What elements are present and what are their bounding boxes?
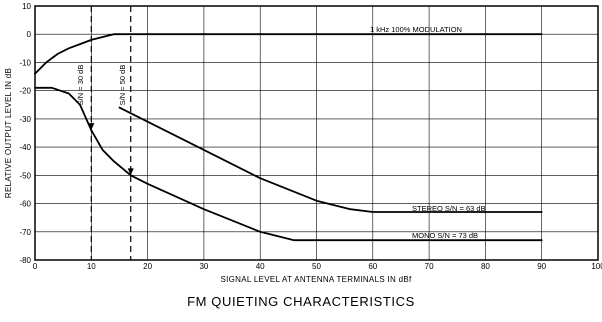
chart-caption: FM QUIETING CHARACTERISTICS [187,294,415,309]
annotation-markers [88,6,134,260]
y-tick-label: 10 [22,2,31,11]
series-lines [34,33,543,242]
y-tick-label: 0 [27,30,32,39]
plot-frame [34,5,599,261]
x-tick-label: 0 [33,262,38,271]
y-tick-label: -10 [19,58,31,67]
series-line-mono [34,86,543,242]
series-label-stereo: STEREO S/N = 63 dB [412,204,486,213]
x-tick-label: 70 [425,262,434,271]
tick-labels: 0102030405060708090100100-10-20-30-40-50… [19,2,602,271]
annotation-sn30: S/N = 30 dB [76,65,85,106]
x-tick-label: 100 [591,262,602,271]
x-tick-label: 50 [312,262,321,271]
y-tick-label: -50 [19,171,31,180]
x-axis-title: SIGNAL LEVEL AT ANTENNA TERMINALS IN dBf [220,275,412,284]
annotation-sn50: S/N = 50 dB [118,65,127,106]
series-line-stereo [118,106,543,213]
x-tick-label: 30 [199,262,208,271]
y-tick-label: -70 [19,228,31,237]
x-tick-label: 90 [537,262,546,271]
grid [35,6,598,260]
x-tick-label: 80 [481,262,490,271]
y-tick-label: -20 [19,87,31,96]
series-label-1khz: 1 kHz 100% MODULATION [370,25,462,34]
y-tick-label: -60 [19,200,31,209]
y-tick-label: -80 [19,256,31,265]
y-axis-title: RELATIVE OUTPUT LEVEL IN dB [4,68,13,198]
series-label-mono: MONO S/N = 73 dB [412,231,478,240]
x-tick-label: 20 [143,262,152,271]
series-line-1khz [34,33,543,75]
y-tick-label: -40 [19,143,31,152]
sn-marker-arrow-1 [127,168,134,176]
y-tick-label: -30 [19,115,31,124]
x-tick-label: 60 [368,262,377,271]
x-tick-label: 40 [256,262,265,271]
x-tick-label: 10 [87,262,96,271]
